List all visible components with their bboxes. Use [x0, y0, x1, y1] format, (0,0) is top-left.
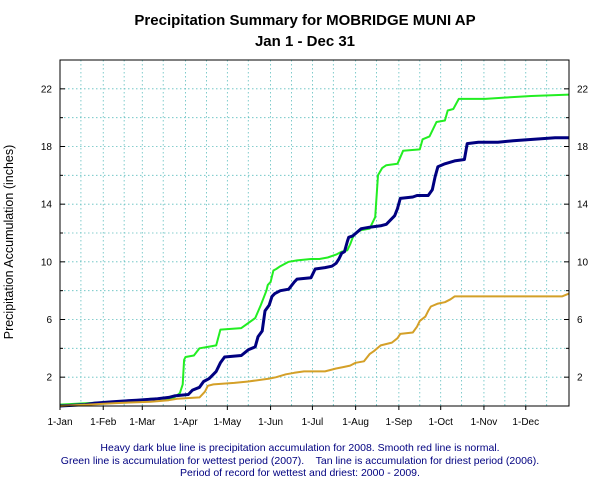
x-tick-label: 1-May	[213, 417, 241, 428]
y-tick-label-right: 18	[577, 142, 589, 153]
y-tick-label-left: 22	[41, 84, 53, 95]
x-tick-label: 1-Mar	[129, 417, 156, 428]
y-tick-label-right: 14	[577, 200, 589, 211]
x-tick-label: 1-Aug	[342, 417, 369, 428]
chart-subtitle: Jan 1 - Dec 31	[255, 33, 355, 50]
y-tick-label-left: 18	[41, 142, 53, 153]
x-tick-label: 1-Oct	[428, 417, 453, 428]
x-tick-label: 1-Jun	[258, 417, 283, 428]
caption-line-1: Heavy dark blue line is precipitation ac…	[100, 442, 499, 454]
x-tick-label: 1-Dec	[512, 417, 539, 428]
series-line-0	[59, 93, 570, 406]
y-tick-label-right: 6	[577, 315, 583, 326]
y-tick-label-right: 10	[577, 257, 589, 268]
chart-title: Precipitation Summary for MOBRIDGE MUNI …	[134, 12, 475, 29]
y-axis-label: Precipitation Accumulation (inches)	[2, 145, 16, 340]
series-lines	[59, 93, 570, 408]
series-line-1	[59, 136, 569, 408]
y-tick-label-left: 6	[46, 315, 52, 326]
grid-lines	[60, 59, 569, 406]
x-tick-label: 1-Jan	[47, 417, 72, 428]
caption-line-3: Period of record for wettest and driest:…	[180, 467, 420, 479]
y-tick-label-left: 14	[41, 200, 53, 211]
y-tick-label-right: 2	[577, 373, 583, 384]
x-tick-label: 1-Sep	[386, 417, 413, 428]
x-tick-label: 1-Apr	[173, 417, 198, 428]
y-tick-label-left: 10	[41, 257, 53, 268]
x-tick-label: 1-Feb	[90, 417, 117, 428]
caption-line-2: Green line is accumulation for wettest p…	[61, 455, 539, 467]
x-tick-label: 1-Nov	[471, 417, 498, 428]
y-tick-label-left: 2	[46, 373, 52, 384]
series-line-2	[59, 292, 570, 407]
y-tick-label-right: 22	[577, 84, 589, 95]
x-tick-label: 1-Jul	[302, 417, 324, 428]
